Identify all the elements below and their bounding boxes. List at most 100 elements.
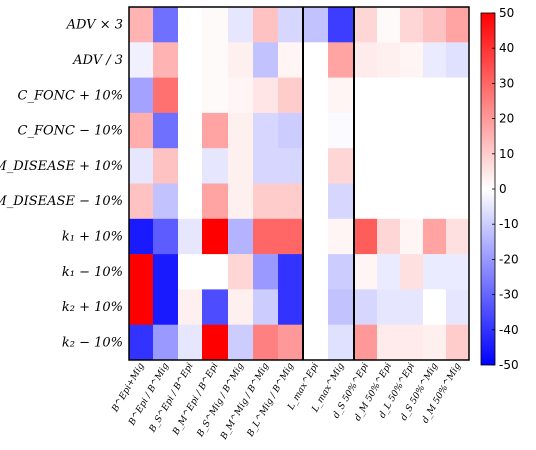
heatmap-cell xyxy=(278,7,304,43)
row-label: ADV / 3 xyxy=(72,53,123,68)
heatmap-cell xyxy=(303,148,329,184)
heatmap-cell xyxy=(228,183,254,220)
heatmap-cell xyxy=(303,7,329,43)
colorbar-tick-label: 30 xyxy=(499,76,514,90)
heatmap-cell xyxy=(228,148,254,184)
heatmap-cell xyxy=(400,183,424,220)
heatmap-cell xyxy=(153,289,179,325)
heatmap-cell xyxy=(377,42,401,78)
colorbar-tick-label: 0 xyxy=(499,182,507,196)
heatmap-cell xyxy=(278,183,304,220)
row-label: k₁ + 10% xyxy=(62,229,123,244)
heatmap-cell xyxy=(178,7,203,43)
heatmap-cell xyxy=(278,289,304,325)
heatmap-cell xyxy=(377,254,401,290)
heatmap-cell xyxy=(377,77,401,114)
heatmap-cell xyxy=(178,254,203,290)
heatmap-cell xyxy=(178,148,203,184)
heatmap-cell xyxy=(129,324,154,361)
heatmap-cell xyxy=(202,289,229,325)
heatmap-cell xyxy=(400,254,424,290)
colorbar-tick-label: -30 xyxy=(499,288,519,302)
heatmap-cell xyxy=(328,148,355,184)
heatmap-cell xyxy=(228,77,254,114)
heatmap-cell xyxy=(153,324,179,361)
heatmap-cell xyxy=(129,183,154,220)
heatmap-cell xyxy=(377,218,401,255)
heatmap-cell xyxy=(253,289,279,325)
heatmap-cell xyxy=(446,77,470,114)
heatmap-cell xyxy=(253,42,279,78)
colorbar-ticks: 50 40 30 20 10 0 -10 -20 -30 -40 -50 xyxy=(492,6,519,372)
heatmap-cell xyxy=(377,289,401,325)
heatmap-cell xyxy=(129,112,154,149)
heatmap-cell xyxy=(446,183,470,220)
heatmap-cell xyxy=(354,112,378,149)
heatmap-cell xyxy=(253,254,279,290)
row-label: C_FONC + 10% xyxy=(18,88,124,103)
heatmap-cell xyxy=(354,289,378,325)
heatmap-cell xyxy=(354,183,378,220)
heatmap-cell xyxy=(253,218,279,255)
heatmap-cell xyxy=(253,183,279,220)
heatmap-cell xyxy=(202,112,229,149)
heatmap-cell xyxy=(228,254,254,290)
heatmap-cell xyxy=(153,77,179,114)
colorbar-tick-label: 10 xyxy=(499,147,514,161)
row-label: M_DISEASE + 10% xyxy=(0,159,123,174)
heatmap-cell xyxy=(202,42,229,78)
colorbar-tick-label: -20 xyxy=(499,252,519,266)
heatmap-cell xyxy=(278,218,304,255)
heatmap-cell xyxy=(129,7,154,43)
heatmap-cell xyxy=(423,289,447,325)
heatmap-cell xyxy=(228,324,254,361)
row-label: ADV × 3 xyxy=(66,18,123,33)
heatmap-cell xyxy=(153,218,179,255)
colorbar-tick-label: 40 xyxy=(499,41,514,55)
heatmap-cell xyxy=(377,112,401,149)
row-labels: ADV × 3 ADV / 3 C_FONC + 10% C_FONC − 10% M_… xyxy=(0,18,123,351)
heatmap-cell xyxy=(328,7,355,43)
heatmap-cell xyxy=(423,183,447,220)
heatmap-cell xyxy=(228,112,254,149)
colorbar-tick-label: 20 xyxy=(499,112,514,126)
heatmap-cell xyxy=(377,183,401,220)
colorbar-tick-label: 50 xyxy=(499,6,514,20)
heatmap-cell xyxy=(354,42,378,78)
column-label: B_S^Epi / B^Epi xyxy=(147,361,195,435)
heatmap-cell xyxy=(423,218,447,255)
heatmap-cell xyxy=(446,254,470,290)
column-label: B_M^Epi / B^Epi xyxy=(171,361,221,437)
column-label: B_S^Mig / B^Mig xyxy=(195,361,246,439)
heatmap-cell xyxy=(253,148,279,184)
heatmap-cell xyxy=(129,42,154,78)
heatmap-cell xyxy=(278,148,304,184)
heatmap-cell xyxy=(303,254,329,290)
heatmap-cell xyxy=(202,77,229,114)
heatmap-cell xyxy=(253,324,279,361)
heatmap-cell xyxy=(202,254,229,290)
heatmap-cell xyxy=(129,77,154,114)
colorbar-tick-label: -40 xyxy=(499,323,519,337)
heatmap-cell xyxy=(303,324,329,361)
heatmap-cell xyxy=(228,42,254,78)
heatmap-cell xyxy=(328,42,355,78)
heatmap-cell xyxy=(423,112,447,149)
heatmap-cell xyxy=(423,254,447,290)
heatmap-cell xyxy=(328,218,355,255)
heatmap-cell xyxy=(303,183,329,220)
heatmap-cell xyxy=(303,77,329,114)
heatmap-cell xyxy=(446,289,470,325)
row-label: M_DISEASE − 10% xyxy=(0,194,123,209)
heatmap-cell xyxy=(278,254,304,290)
heatmap-cell xyxy=(153,254,179,290)
colorbar-tick-label: -10 xyxy=(499,217,519,231)
heatmap-cell xyxy=(253,77,279,114)
row-label: C_FONC − 10% xyxy=(18,124,124,139)
heatmap-cell xyxy=(328,324,355,361)
heatmap-cell xyxy=(400,289,424,325)
heatmap-cell xyxy=(202,218,229,255)
heatmap-cell xyxy=(423,42,447,78)
heatmap-cell xyxy=(303,289,329,325)
